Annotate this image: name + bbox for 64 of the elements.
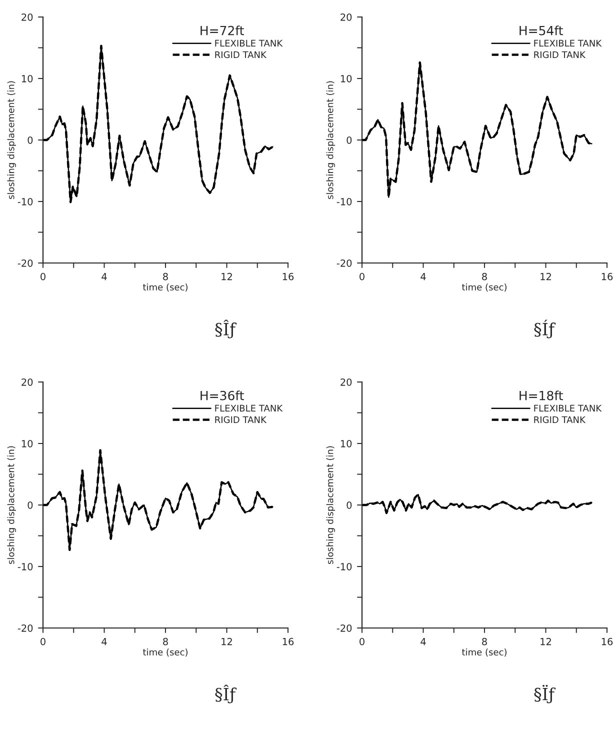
x-tick-label: 12 xyxy=(222,638,232,646)
y-tick-label: 10 xyxy=(340,440,352,448)
x-tick-label: 12 xyxy=(540,272,551,280)
x-tick-label: 4 xyxy=(420,273,426,280)
x-axis-title: time (sec) xyxy=(142,648,188,657)
legend-label: FLEXIBLE TANK xyxy=(534,404,602,412)
x-tick-label: 16 xyxy=(602,272,613,280)
y-tick-label: 0 xyxy=(346,136,352,144)
y-tick-label: -20 xyxy=(18,624,33,632)
text: §Íƒ xyxy=(534,320,556,338)
text: §Îƒ xyxy=(215,320,237,338)
x-tick-label: 12 xyxy=(540,638,551,646)
legend-label: FLEXIBLE TANK xyxy=(215,40,283,46)
x-tick-label: 12 xyxy=(222,272,232,280)
text: H=72ft xyxy=(200,26,244,36)
y-axis-title: sloshing displacement (in) xyxy=(7,446,16,564)
legend-label: RIGID TANK xyxy=(215,51,267,58)
legend-label: RIGID TANK xyxy=(534,51,586,58)
y-tick-label: 20 xyxy=(22,13,33,21)
x-tick-label: 4 xyxy=(102,273,107,280)
y-axis-title: sloshing displacement (in) xyxy=(7,81,16,199)
x-axis-title: time (sec) xyxy=(142,284,188,292)
legend-label: RIGID TANK xyxy=(215,416,267,424)
x-tick-label: 4 xyxy=(102,638,107,646)
y-tick-label: -10 xyxy=(18,198,33,206)
x-tick-label: 0 xyxy=(40,638,46,646)
x-tick-label: 8 xyxy=(163,272,168,280)
y-tick-label: 10 xyxy=(22,74,33,82)
y-tick-label: 20 xyxy=(22,378,33,386)
y-tick-label: -20 xyxy=(336,624,352,632)
x-tick-label: 8 xyxy=(482,272,487,280)
x-tick-label: 8 xyxy=(482,638,487,646)
text: H=36ft xyxy=(200,390,244,400)
y-tick-label: -10 xyxy=(336,198,352,206)
x-tick-label: 16 xyxy=(282,272,294,280)
x-axis-title: time (sec) xyxy=(462,648,506,657)
text: §Îƒ xyxy=(215,684,237,704)
y-tick-label: 10 xyxy=(340,74,352,82)
y-tick-label: 0 xyxy=(28,501,33,509)
y-tick-label: 20 xyxy=(340,13,352,21)
y-tick-label: 0 xyxy=(346,501,352,509)
y-tick-label: 10 xyxy=(22,440,33,448)
y-tick-label: -20 xyxy=(18,259,33,267)
legend-label: FLEXIBLE TANK xyxy=(534,40,602,46)
x-tick-label: 4 xyxy=(420,638,426,646)
y-tick-label: -20 xyxy=(336,259,352,267)
text: H=54ft xyxy=(520,26,563,36)
x-tick-label: 0 xyxy=(40,272,46,280)
x-tick-label: 8 xyxy=(163,638,168,646)
x-axis-title: time (sec) xyxy=(462,284,506,292)
y-tick-label: 20 xyxy=(340,378,352,386)
x-tick-label: 0 xyxy=(360,272,364,280)
y-tick-label: -10 xyxy=(336,562,352,570)
y-tick-label: 0 xyxy=(28,136,33,144)
legend-label: FLEXIBLE TANK xyxy=(215,404,283,412)
y-axis-title: sloshing displacement (in) xyxy=(326,81,336,199)
x-tick-label: 0 xyxy=(360,638,364,646)
y-axis-title: sloshing displacement (in) xyxy=(326,446,336,564)
y-tick-label: -10 xyxy=(18,562,33,570)
x-tick-label: 16 xyxy=(282,638,294,646)
text: H=18ft xyxy=(520,390,563,400)
legend-label: RIGID TANK xyxy=(534,416,586,424)
text: §Ïƒ xyxy=(534,684,556,704)
x-tick-label: 16 xyxy=(602,638,613,646)
